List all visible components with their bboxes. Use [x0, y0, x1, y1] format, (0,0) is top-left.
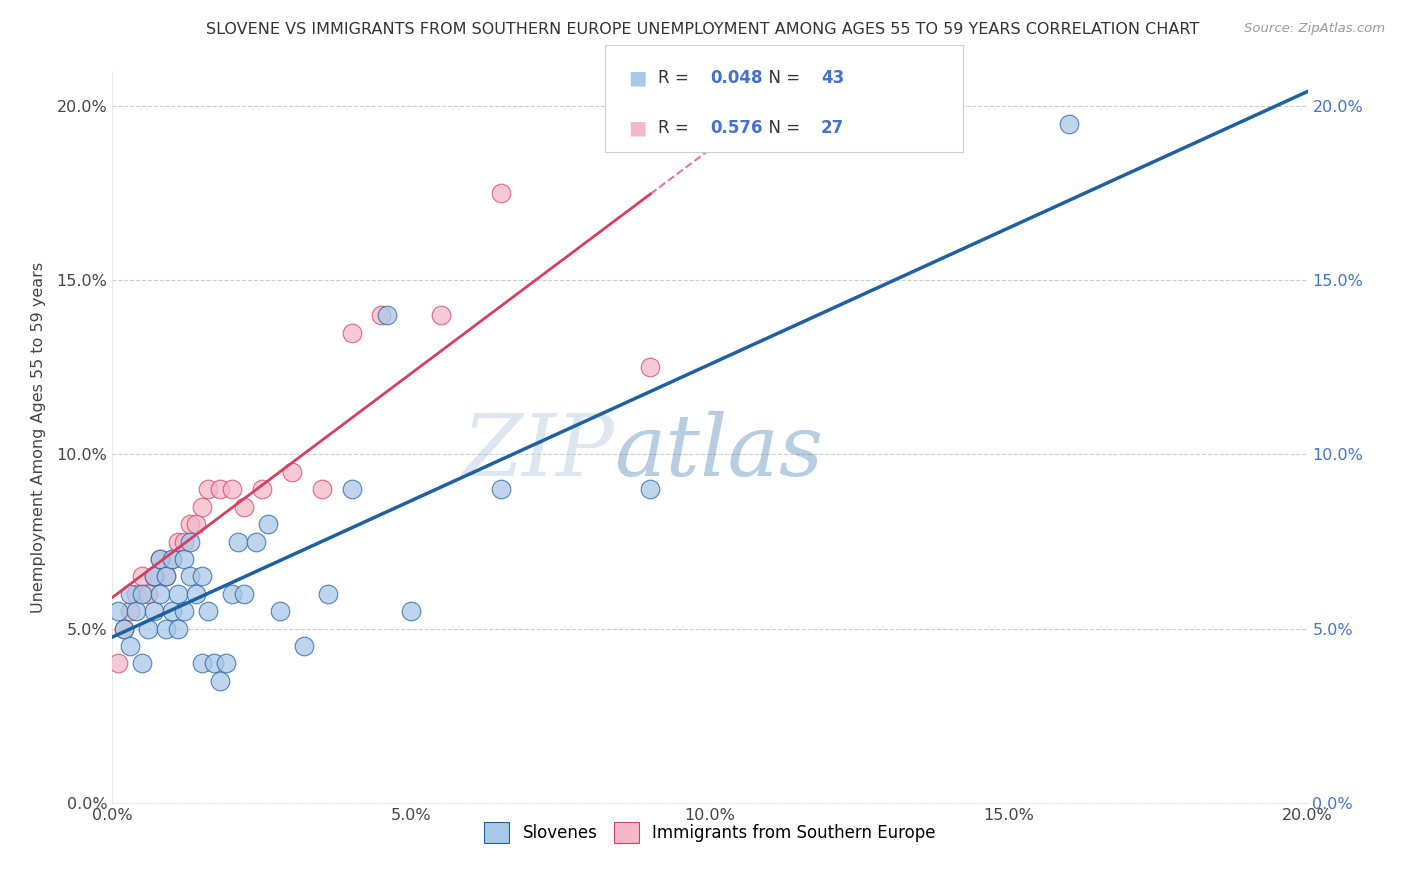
Point: [215, 657, 238, 671]
Point: [1057, 117, 1080, 131]
Point: [149, 552, 172, 566]
Point: [114, 622, 135, 636]
Point: [281, 465, 304, 479]
Point: [186, 517, 208, 532]
Point: [131, 587, 153, 601]
Point: [131, 569, 153, 583]
Point: [191, 657, 214, 671]
Text: ■: ■: [628, 68, 647, 87]
Point: [143, 569, 166, 583]
Point: [173, 534, 195, 549]
Y-axis label: Unemployment Among Ages 55 to 59 years: Unemployment Among Ages 55 to 59 years: [31, 261, 45, 613]
Point: [179, 569, 201, 583]
Point: [162, 552, 183, 566]
Point: [138, 587, 160, 601]
Point: [149, 587, 172, 601]
Point: [209, 483, 232, 497]
Point: [191, 500, 214, 514]
Point: [143, 569, 166, 583]
Point: [370, 308, 392, 322]
Point: [221, 483, 243, 497]
Point: [209, 673, 232, 688]
Point: [186, 587, 208, 601]
Text: ■: ■: [628, 118, 647, 137]
Point: [269, 604, 291, 618]
Text: atlas: atlas: [614, 410, 824, 493]
Point: [179, 534, 201, 549]
Text: R =: R =: [658, 69, 695, 87]
Point: [114, 622, 135, 636]
Point: [191, 569, 214, 583]
Point: [233, 587, 256, 601]
Point: [221, 587, 243, 601]
Text: N =: N =: [758, 119, 806, 136]
Point: [316, 587, 339, 601]
Point: [143, 604, 166, 618]
Text: 0.576: 0.576: [710, 119, 762, 136]
Point: [245, 534, 267, 549]
Point: [292, 639, 315, 653]
Point: [155, 622, 177, 636]
Point: [640, 360, 662, 375]
Text: 27: 27: [821, 119, 845, 136]
Point: [167, 622, 190, 636]
Point: [125, 604, 148, 618]
Point: [250, 483, 273, 497]
Point: [120, 587, 142, 601]
Point: [640, 483, 662, 497]
Text: 43: 43: [821, 69, 845, 87]
Text: R =: R =: [658, 119, 695, 136]
Point: [125, 587, 148, 601]
Legend: Slovenes, Immigrants from Southern Europe: Slovenes, Immigrants from Southern Europ…: [478, 815, 942, 849]
Point: [430, 308, 453, 322]
Point: [311, 483, 333, 497]
Point: [149, 552, 172, 566]
Point: [107, 604, 129, 618]
Point: [162, 552, 183, 566]
Point: [377, 308, 399, 322]
Point: [257, 517, 280, 532]
Text: Source: ZipAtlas.com: Source: ZipAtlas.com: [1244, 22, 1385, 36]
Point: [120, 639, 142, 653]
Point: [167, 534, 190, 549]
Text: 0.048: 0.048: [710, 69, 762, 87]
Point: [155, 569, 177, 583]
Point: [401, 604, 423, 618]
Point: [489, 483, 512, 497]
Point: [107, 657, 129, 671]
Text: SLOVENE VS IMMIGRANTS FROM SOUTHERN EUROPE UNEMPLOYMENT AMONG AGES 55 TO 59 YEAR: SLOVENE VS IMMIGRANTS FROM SOUTHERN EURO…: [207, 22, 1199, 37]
Point: [155, 569, 177, 583]
Point: [179, 517, 201, 532]
Point: [131, 657, 153, 671]
Point: [173, 604, 195, 618]
Text: N =: N =: [758, 69, 806, 87]
Point: [167, 587, 190, 601]
Point: [202, 657, 225, 671]
Point: [489, 186, 512, 201]
Point: [340, 483, 363, 497]
Point: [197, 483, 219, 497]
Point: [197, 604, 219, 618]
Point: [120, 604, 142, 618]
Point: [233, 500, 256, 514]
Point: [173, 552, 195, 566]
Point: [138, 622, 160, 636]
Point: [162, 604, 183, 618]
Text: ZIP: ZIP: [463, 410, 614, 493]
Point: [226, 534, 249, 549]
Point: [340, 326, 363, 340]
